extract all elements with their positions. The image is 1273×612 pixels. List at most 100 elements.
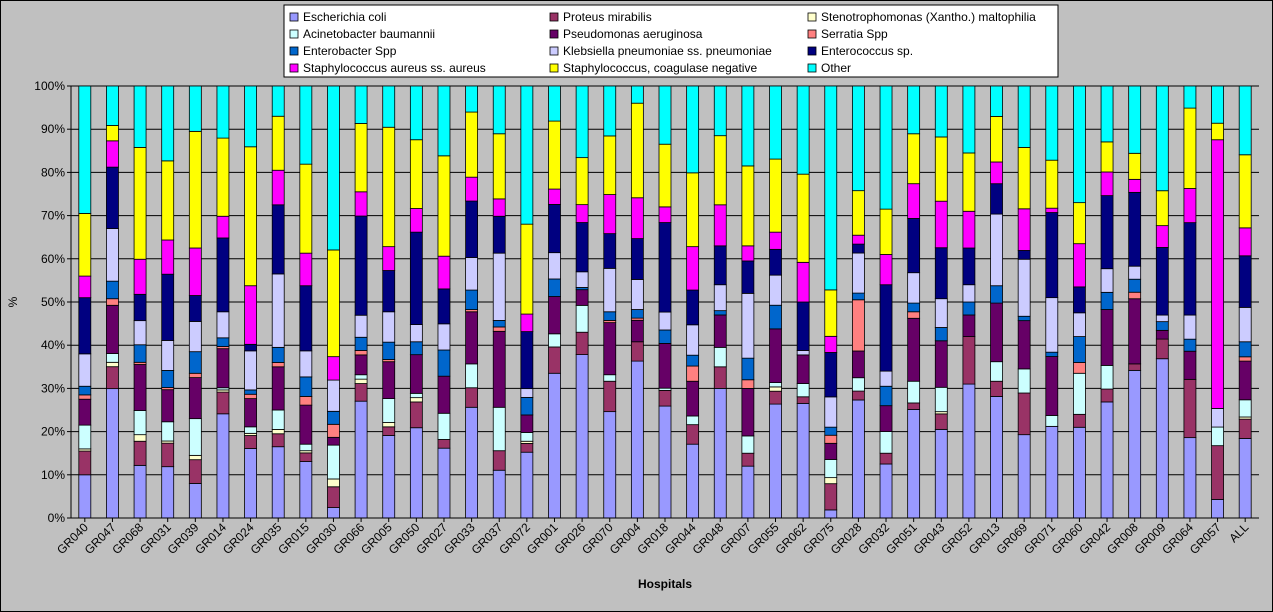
bar-segment [907,302,921,313]
bar-segment [161,442,175,468]
bar-segment [575,289,589,306]
bar-segment [1045,425,1059,519]
bar-segment [133,344,147,363]
bar-segment [437,375,451,414]
bar-segment [1238,399,1252,418]
bar-segment [1017,315,1031,322]
bar-segment [548,346,561,374]
bar-segment [741,465,755,519]
bar-segment [271,446,285,519]
bar-segment [658,343,672,389]
bar-segment [851,299,865,352]
bar-segment [161,85,175,162]
bar-segment [1238,85,1252,156]
bar-segment [244,350,257,391]
x-tick-label: GR057 [1187,520,1224,557]
bar-segment [244,389,257,395]
bar-segment [630,279,644,310]
y-tick-label: 100% [34,79,65,93]
bar-segment [713,346,727,368]
legend-label: Staphylococcus, coagulase negative [563,61,757,75]
bar-segment [713,366,727,389]
bar-segment [1017,250,1031,260]
bar-segment [769,231,782,250]
bar-segment [382,270,396,313]
bar-segment [1238,255,1252,308]
bar-segment [934,136,948,202]
bar-segment [1238,306,1252,343]
bar-segment [354,191,368,217]
bar-segment [520,451,534,519]
bar-segment [1100,388,1114,403]
bar-segment [106,361,119,368]
bar-segment [492,320,506,328]
bar-segment [106,304,119,354]
bar-segment [327,478,340,488]
bar-segment [769,274,782,306]
bar-segment [188,418,202,456]
bar-segment [1155,225,1169,248]
bar-segment [962,336,976,385]
bar-segment [824,426,838,436]
bar-segment [603,311,617,321]
bar-segment [492,450,506,471]
bar-segment [188,130,202,249]
bar-segment [106,280,119,300]
bar-segment [741,292,755,359]
bar-segment [796,396,810,404]
bar-segment [851,243,865,254]
bar-segment [244,393,257,400]
bar-segment [78,275,92,299]
bar-segment [1100,268,1114,293]
bar-segment [1045,356,1059,416]
bar-segment [327,356,340,381]
bar-segment [686,354,700,367]
bar-segment [437,85,451,157]
bar-segment [133,364,147,411]
y-tick-label: 10% [41,468,65,482]
bar-segment [962,210,976,249]
bar-segment [990,85,1003,117]
bar-segment [437,288,451,325]
bar-segment [271,169,285,206]
bar-segment [603,267,617,313]
bar-segment [713,85,727,137]
bar-segment [409,427,423,519]
y-tick-label: 40% [41,338,65,352]
bar-segment [575,271,589,288]
bar-segment [769,248,782,276]
bar-segment [1073,312,1086,337]
bar-segment [188,85,202,132]
bar-segment [520,443,534,453]
bar-segment [354,383,368,402]
bar-segment [575,157,589,206]
bar-segment [492,252,506,321]
bar-segment [161,273,175,341]
bar-segment [1045,415,1059,427]
bar-segment [990,302,1003,363]
bar-segment [630,360,644,519]
bar-segment [630,102,644,199]
bar-segment [603,322,617,376]
bar-segment [658,311,672,331]
y-tick-label: 30% [41,381,65,395]
bar-segment [879,463,893,519]
bar-segment [271,204,285,275]
bar-segment [382,341,396,360]
bar-segment [1128,85,1142,154]
bar-segment [548,120,561,190]
bar-segment [492,133,506,200]
bar-segment [188,483,202,519]
legend-label: Serratia Spp [821,27,888,41]
bar-segment [1211,445,1224,500]
legend-label: Enterococcus sp. [821,44,913,58]
bar-segment [769,386,782,392]
bar-segment [575,354,589,519]
bar-segment [216,237,230,313]
bar-segment [409,208,423,233]
bar-segment [603,374,617,382]
bar-segment [934,428,948,519]
bar-segment [1211,426,1224,447]
bar-segment [796,261,810,303]
bar-segment [907,402,921,410]
